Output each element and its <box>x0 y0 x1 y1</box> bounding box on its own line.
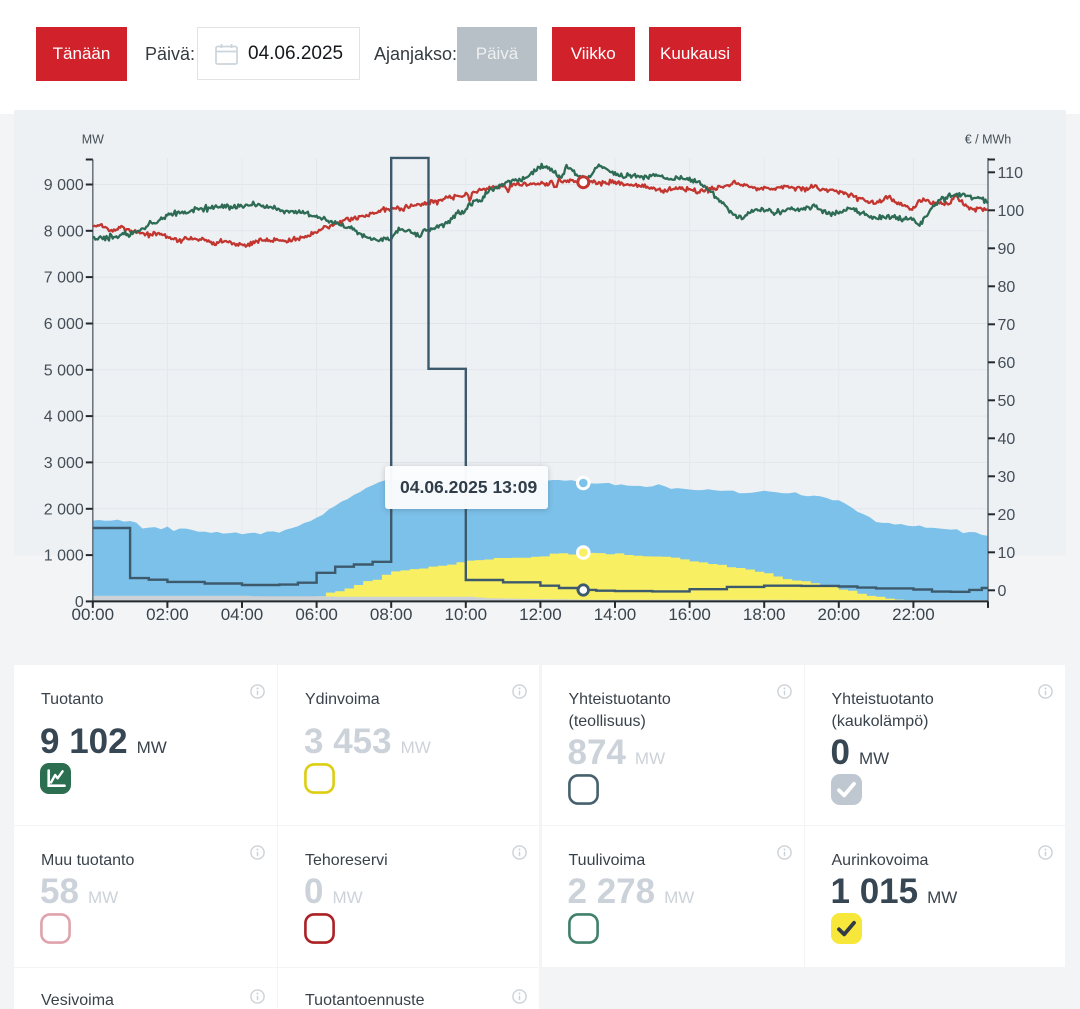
svg-text:5 000: 5 000 <box>44 362 84 379</box>
svg-text:06:00: 06:00 <box>295 605 338 624</box>
svg-text:20: 20 <box>998 507 1016 524</box>
svg-text:04:00: 04:00 <box>221 605 264 624</box>
svg-text:50: 50 <box>998 393 1016 410</box>
svg-text:16:00: 16:00 <box>668 605 711 624</box>
svg-text:0: 0 <box>998 583 1007 600</box>
svg-text:90: 90 <box>998 241 1016 258</box>
svg-text:6 000: 6 000 <box>44 316 84 333</box>
svg-text:14:00: 14:00 <box>594 605 637 624</box>
svg-text:60: 60 <box>998 355 1016 372</box>
svg-text:40: 40 <box>998 431 1016 448</box>
svg-text:8 000: 8 000 <box>44 223 84 240</box>
svg-text:2 000: 2 000 <box>44 501 84 518</box>
svg-text:4 000: 4 000 <box>44 409 84 426</box>
svg-text:10:00: 10:00 <box>445 605 488 624</box>
svg-text:10: 10 <box>998 545 1016 562</box>
svg-text:9 000: 9 000 <box>44 177 84 194</box>
svg-text:22:00: 22:00 <box>892 605 935 624</box>
svg-text:MW: MW <box>82 133 104 147</box>
svg-text:02:00: 02:00 <box>146 605 189 624</box>
svg-text:110: 110 <box>998 165 1024 182</box>
svg-text:100: 100 <box>998 203 1025 220</box>
svg-text:30: 30 <box>998 469 1016 486</box>
svg-text:1 000: 1 000 <box>44 548 84 565</box>
svg-text:18:00: 18:00 <box>743 605 786 624</box>
svg-text:€ / MWh: € / MWh <box>965 133 1012 147</box>
svg-text:70: 70 <box>998 317 1016 334</box>
svg-text:20:00: 20:00 <box>818 605 861 624</box>
svg-text:0: 0 <box>75 594 84 611</box>
svg-text:08:00: 08:00 <box>370 605 413 624</box>
svg-text:80: 80 <box>998 279 1016 296</box>
svg-text:3 000: 3 000 <box>44 455 84 472</box>
svg-text:7 000: 7 000 <box>44 270 84 287</box>
svg-text:00:00: 00:00 <box>72 605 115 624</box>
svg-text:12:00: 12:00 <box>519 605 562 624</box>
